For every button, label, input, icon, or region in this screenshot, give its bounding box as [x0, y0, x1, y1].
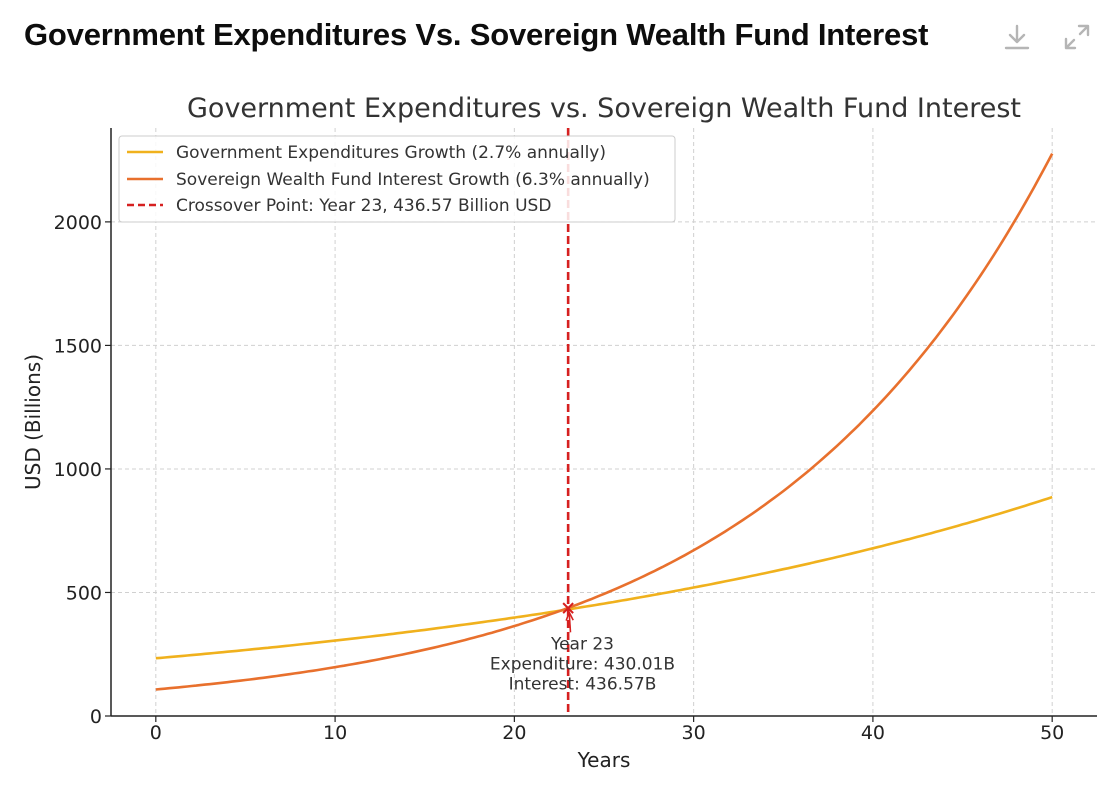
y-tick-label: 0 [90, 706, 102, 728]
y-tick-label: 500 [66, 582, 102, 604]
chart-container: 0 10 20 30 40 50 0 500 1000 1500 2000 Government E… [0, 76, 1116, 782]
y-tick-label: 2000 [54, 212, 102, 234]
chart-header: Government Expenditures Vs. Sovereign We… [0, 0, 1116, 76]
y-tick-label: 1500 [54, 335, 102, 357]
series-lines [155, 152, 1054, 691]
page-title: Government Expenditures Vs. Sovereign We… [24, 17, 929, 52]
crossover-marker [562, 602, 574, 614]
download-icon [1004, 24, 1030, 50]
crossover-annotation: Year 23 Expenditure: 430.01B Interest: 4… [490, 634, 675, 694]
download-button[interactable] [1000, 20, 1034, 54]
legend: Government Expenditures Growth (2.7% ann… [118, 135, 676, 223]
legend-label-expenditures: Government Expenditures Growth (2.7% ann… [176, 143, 606, 163]
y-axis-label: USD (Billions) [21, 354, 45, 490]
x-axis-label: Years [577, 748, 631, 772]
crossover-layer [562, 128, 574, 716]
expand-button[interactable] [1060, 20, 1094, 54]
x-tick-label: 10 [323, 722, 347, 744]
x-tick-label: 50 [1040, 722, 1064, 744]
legend-box [118, 135, 676, 223]
annotation-arrowhead [565, 610, 574, 621]
series-line-interest [155, 152, 1054, 691]
chart-title: Government Expenditures vs. Sovereign We… [187, 93, 1021, 124]
x-tick-label: 20 [502, 722, 526, 744]
annotation-arrow [568, 612, 572, 633]
annotation-expenditure: Expenditure: 430.01B [490, 654, 675, 674]
annotation-year: Year 23 [550, 634, 614, 654]
series-line-expenditures [155, 495, 1053, 660]
x-tick-label: 0 [150, 722, 162, 744]
annotation-interest: Interest: 436.57B [509, 674, 657, 694]
legend-label-crossover: Crossover Point: Year 23, 436.57 Billion… [176, 196, 551, 216]
x-tick-label: 40 [861, 722, 885, 744]
y-tick-label: 1000 [54, 459, 102, 481]
x-tick-label: 30 [682, 722, 706, 744]
legend-label-interest: Sovereign Wealth Fund Interest Growth (6… [176, 170, 650, 190]
expand-icon [1064, 24, 1090, 50]
